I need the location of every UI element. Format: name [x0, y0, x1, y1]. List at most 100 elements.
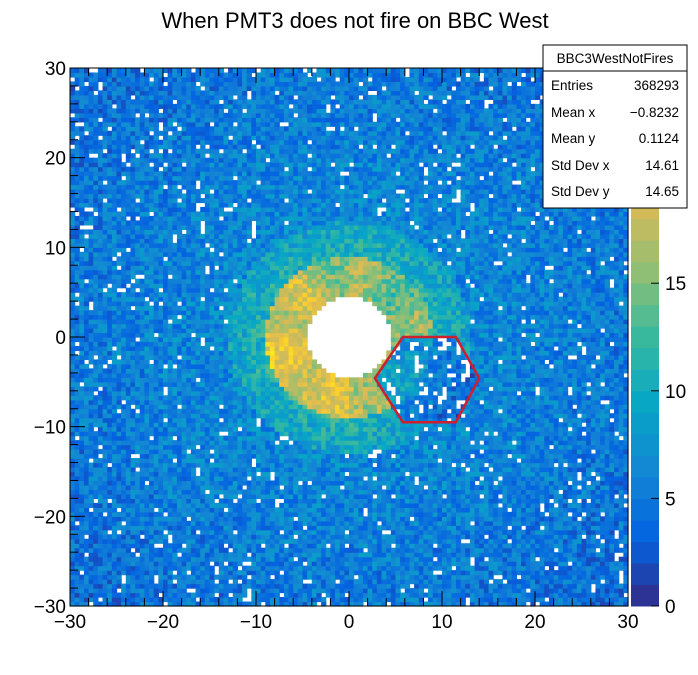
heatmap-cell	[135, 498, 141, 504]
heatmap-cell	[200, 305, 206, 311]
heatmap-cell	[116, 112, 122, 118]
heatmap-cell	[232, 588, 238, 594]
heatmap-cell	[74, 323, 80, 329]
heatmap-cell	[260, 444, 266, 450]
heatmap-cell	[232, 332, 238, 338]
heatmap-cell	[204, 588, 211, 594]
heatmap-cell	[88, 444, 94, 450]
heatmap-cell	[149, 574, 155, 580]
heatmap-cell	[139, 103, 145, 109]
heatmap-cell	[195, 601, 201, 607]
heatmap-cell	[190, 561, 197, 567]
heatmap-cell	[223, 498, 229, 504]
heatmap-cell	[237, 319, 243, 325]
heatmap-cell	[125, 417, 132, 423]
heatmap-cell	[167, 543, 173, 549]
heatmap-cell	[102, 345, 108, 352]
heatmap-cell	[256, 431, 262, 437]
heatmap-cell	[107, 189, 113, 195]
heatmap-cell	[144, 570, 150, 576]
heatmap-cell	[167, 193, 173, 199]
heatmap-cell	[209, 144, 215, 150]
heatmap-cell	[204, 386, 211, 392]
heatmap-cell	[102, 462, 108, 468]
heatmap-cell	[167, 547, 173, 553]
heatmap-cell	[200, 458, 206, 464]
heatmap-cell	[176, 543, 183, 549]
heatmap-cell	[209, 381, 215, 387]
heatmap-cell	[260, 372, 266, 378]
heatmap-cell	[149, 328, 155, 334]
heatmap-cell	[83, 157, 90, 163]
heatmap-cell	[130, 202, 136, 208]
heatmap-cell	[214, 538, 220, 544]
heatmap-cell	[209, 72, 215, 78]
heatmap-cell	[246, 233, 252, 239]
heatmap-cell	[111, 583, 118, 589]
heatmap-cell	[176, 458, 183, 464]
heatmap-cell	[204, 224, 211, 230]
heatmap-cell	[111, 220, 118, 226]
heatmap-cell	[79, 471, 85, 477]
heatmap-cell	[88, 238, 94, 244]
heatmap-cell	[83, 269, 90, 275]
heatmap-cell	[204, 166, 211, 172]
heatmap-cell	[135, 90, 141, 96]
heatmap-cell	[204, 68, 211, 74]
heatmap-cell	[200, 139, 206, 145]
heatmap-cell	[135, 260, 141, 266]
heatmap-cell	[265, 287, 271, 293]
heatmap-cell	[181, 511, 187, 517]
heatmap-cell	[121, 278, 127, 284]
heatmap-cell	[265, 507, 271, 513]
heatmap-cell	[260, 354, 266, 361]
heatmap-cell	[204, 287, 211, 293]
heatmap-cell	[158, 368, 164, 374]
heatmap-cell	[102, 184, 108, 190]
heatmap-cell	[93, 529, 99, 535]
heatmap-cell	[260, 310, 266, 316]
heatmap-cell	[144, 422, 150, 428]
heatmap-cell	[111, 507, 118, 513]
heatmap-cell	[176, 265, 183, 271]
heatmap-cell	[144, 489, 150, 495]
heatmap-cell	[135, 305, 141, 311]
heatmap-cell	[102, 588, 108, 594]
heatmap-cell	[130, 467, 136, 473]
heatmap-cell	[130, 345, 136, 352]
heatmap-cell	[111, 81, 118, 87]
heatmap-cell	[195, 68, 201, 74]
heatmap-cell	[125, 381, 132, 387]
heatmap-cell	[163, 547, 169, 553]
heatmap-cell	[149, 242, 155, 248]
heatmap-cell	[163, 85, 169, 92]
heatmap-cell	[274, 561, 280, 567]
heatmap-cell	[200, 112, 206, 118]
heatmap-cell	[111, 206, 118, 213]
heatmap-cell	[83, 390, 90, 396]
heatmap-cell	[70, 238, 76, 244]
heatmap-cell	[265, 175, 271, 181]
heatmap-cell	[176, 507, 183, 513]
heatmap-cell	[269, 180, 276, 186]
heatmap-cell	[176, 310, 183, 316]
heatmap-cell	[93, 359, 99, 365]
heatmap-cell	[181, 328, 187, 334]
heatmap-cell	[121, 592, 127, 598]
heatmap-cell	[223, 489, 229, 495]
heatmap-cell	[70, 301, 76, 307]
heatmap-cell	[107, 601, 113, 607]
heatmap-cell	[242, 224, 248, 230]
heatmap-cell	[195, 153, 201, 159]
heatmap-cell	[232, 323, 238, 329]
heatmap-cell	[195, 148, 201, 154]
heatmap-cell	[251, 570, 257, 576]
heatmap-cell	[256, 305, 262, 311]
heatmap-cell	[139, 381, 145, 387]
heatmap-cell	[158, 99, 164, 105]
heatmap-cell	[111, 337, 118, 343]
heatmap-cell	[190, 579, 197, 585]
heatmap-cell	[242, 363, 248, 369]
heatmap-cell	[232, 561, 238, 567]
heatmap-cell	[190, 404, 197, 410]
